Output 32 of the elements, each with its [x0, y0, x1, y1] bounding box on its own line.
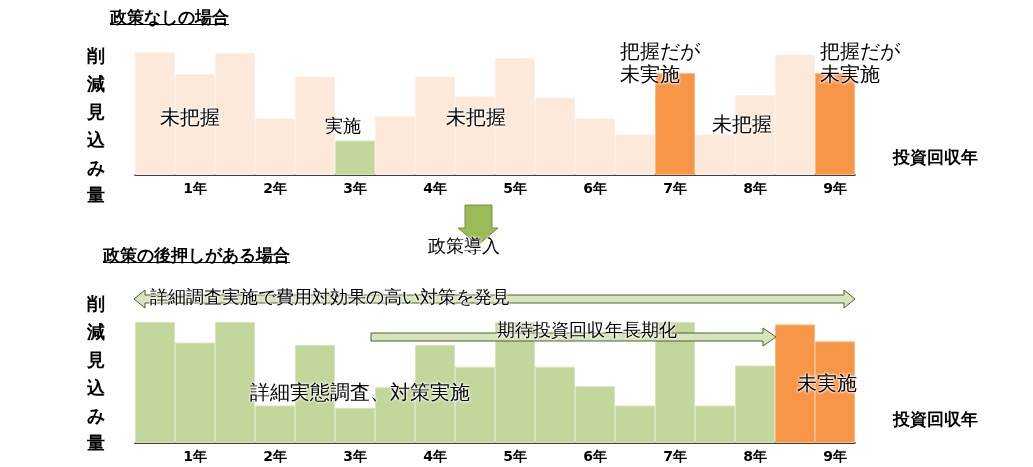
x-tick-label: 3年: [343, 448, 367, 464]
x-tick-label: 7年: [663, 448, 687, 464]
text: 詳細調査実施で費用対効果の高い対策を発見: [150, 286, 510, 308]
x-tick-label: 8年: [743, 180, 767, 196]
x-tick-label: 1年: [183, 448, 207, 464]
x-tick-label: 9年: [823, 180, 847, 196]
x-tick-label: 8年: [743, 448, 767, 464]
x-tick-label: 7年: [663, 180, 687, 196]
x-axis-title: 投資回収年: [893, 147, 978, 168]
x-axis-title: 投資回収年: [893, 409, 978, 430]
text: 政策導入: [428, 235, 500, 257]
x-tick-label: 5年: [503, 448, 527, 464]
annotation: 未把握: [160, 105, 220, 129]
chart-title: 政策の後押しがある場合: [103, 245, 290, 266]
bar: [335, 140, 375, 175]
x-tick-label: 2年: [263, 448, 287, 464]
y-axis-title: 削減見込み量: [86, 44, 106, 208]
x-tick-label: 5年: [503, 180, 527, 196]
x-tick-label: 1年: [183, 180, 207, 196]
x-tick-label: 6年: [583, 448, 607, 464]
annotation: 未把握: [446, 105, 506, 129]
x-tick-label: 3年: [343, 180, 367, 196]
x-tick-label: 4年: [423, 180, 447, 196]
x-tick-label: 6年: [583, 180, 607, 196]
y-axis-title: 削減見込み量: [86, 292, 106, 456]
x-tick-label: 4年: [423, 448, 447, 464]
annotation: 詳細実態調査、対策実施: [250, 380, 470, 404]
x-tick-label: 9年: [823, 448, 847, 464]
annotation: 未把握: [712, 112, 772, 136]
annotation: 実施: [325, 115, 361, 137]
x-tick-label: 2年: [263, 180, 287, 196]
chart-title: 政策なしの場合: [110, 7, 229, 28]
